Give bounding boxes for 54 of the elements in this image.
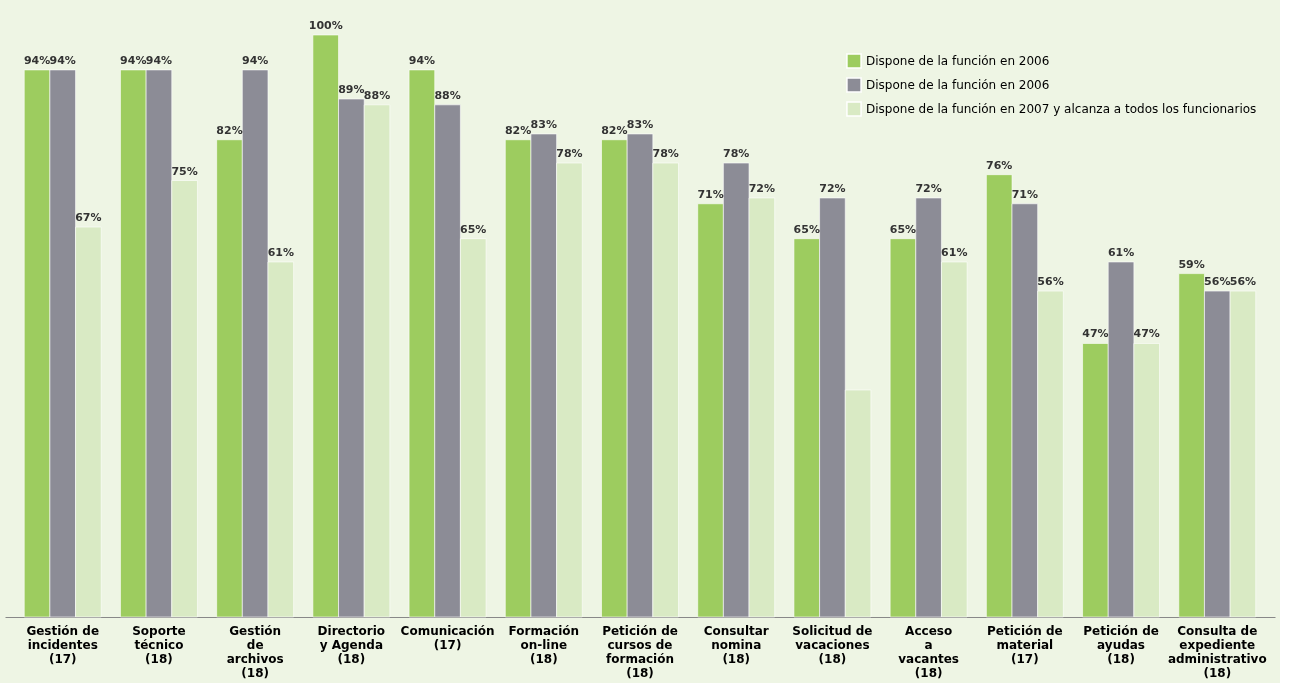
x-tick-label: Petición de material (17) bbox=[987, 623, 1063, 666]
data-label: 83% bbox=[530, 117, 557, 131]
x-tick-label: Petición de ayudas (18) bbox=[1083, 623, 1159, 666]
x-tick-label: Consultar nomina (18) bbox=[703, 623, 769, 666]
data-label: 47% bbox=[1082, 327, 1109, 341]
data-label: 75% bbox=[171, 164, 198, 178]
data-label: 88% bbox=[434, 88, 461, 102]
legend-label: Dispone de la función en 2006 bbox=[866, 54, 1050, 68]
data-label: 71% bbox=[1011, 187, 1039, 201]
data-label: 89% bbox=[338, 83, 365, 97]
data-label: 65% bbox=[460, 222, 487, 236]
legend-label: Dispone de la función en 2006 bbox=[866, 78, 1050, 92]
data-label: 94% bbox=[241, 53, 269, 67]
x-tick-label: Acceso a vacantes (18) bbox=[898, 623, 959, 680]
data-label: 94% bbox=[49, 53, 76, 67]
data-label: 71% bbox=[697, 187, 724, 201]
x-tick-label: Formación on-line (18) bbox=[508, 623, 580, 666]
data-label: 67% bbox=[75, 211, 102, 225]
x-tick-label: Soporte técnico (18) bbox=[132, 623, 186, 666]
data-label: 78% bbox=[652, 147, 679, 161]
data-label: 82% bbox=[216, 123, 243, 137]
data-label: 83% bbox=[626, 117, 654, 131]
data-label: 61% bbox=[1107, 245, 1135, 259]
data-label: 61% bbox=[267, 245, 294, 259]
data-label: 78% bbox=[723, 147, 750, 161]
data-label: 88% bbox=[363, 88, 391, 102]
x-tick-label: Gestión de incidentes (17) bbox=[26, 623, 100, 666]
x-tick-label: Comunicación (17) bbox=[400, 623, 495, 652]
data-label: 72% bbox=[748, 181, 776, 195]
legend-label: Dispone de la función en 2007 y alcanza a todos los funcionarios bbox=[866, 102, 1257, 116]
data-label: 59% bbox=[1178, 257, 1205, 271]
data-label: 65% bbox=[889, 222, 917, 236]
data-label: 56% bbox=[1204, 275, 1231, 289]
x-tick-label: Petición de cursos de formación (18) bbox=[602, 623, 678, 680]
data-label: 82% bbox=[504, 123, 532, 137]
x-tick-label: Gestión de archivos (18) bbox=[226, 623, 284, 680]
data-label: 94% bbox=[23, 53, 51, 67]
data-label: 94% bbox=[408, 53, 436, 67]
data-label: 47% bbox=[1133, 327, 1160, 341]
data-label: 78% bbox=[556, 147, 583, 161]
data-label: 94% bbox=[120, 53, 147, 67]
x-tick-label: Directorio y Agenda (18) bbox=[317, 623, 386, 666]
data-label: 61% bbox=[941, 245, 968, 259]
data-label: 56% bbox=[1037, 275, 1064, 289]
data-label: 56% bbox=[1229, 275, 1257, 289]
data-label: 72% bbox=[915, 181, 942, 195]
x-tick-label: Solicitud de vacaciones (18) bbox=[792, 623, 873, 666]
data-label: 100% bbox=[308, 19, 343, 32]
data-label: 82% bbox=[601, 123, 628, 137]
data-label: 94% bbox=[145, 53, 173, 67]
data-label: 76% bbox=[986, 158, 1013, 172]
x-tick-label: Consulta de expediente administrativo (18) bbox=[1167, 623, 1267, 680]
data-label: 65% bbox=[793, 222, 820, 236]
data-label: 72% bbox=[819, 181, 846, 195]
